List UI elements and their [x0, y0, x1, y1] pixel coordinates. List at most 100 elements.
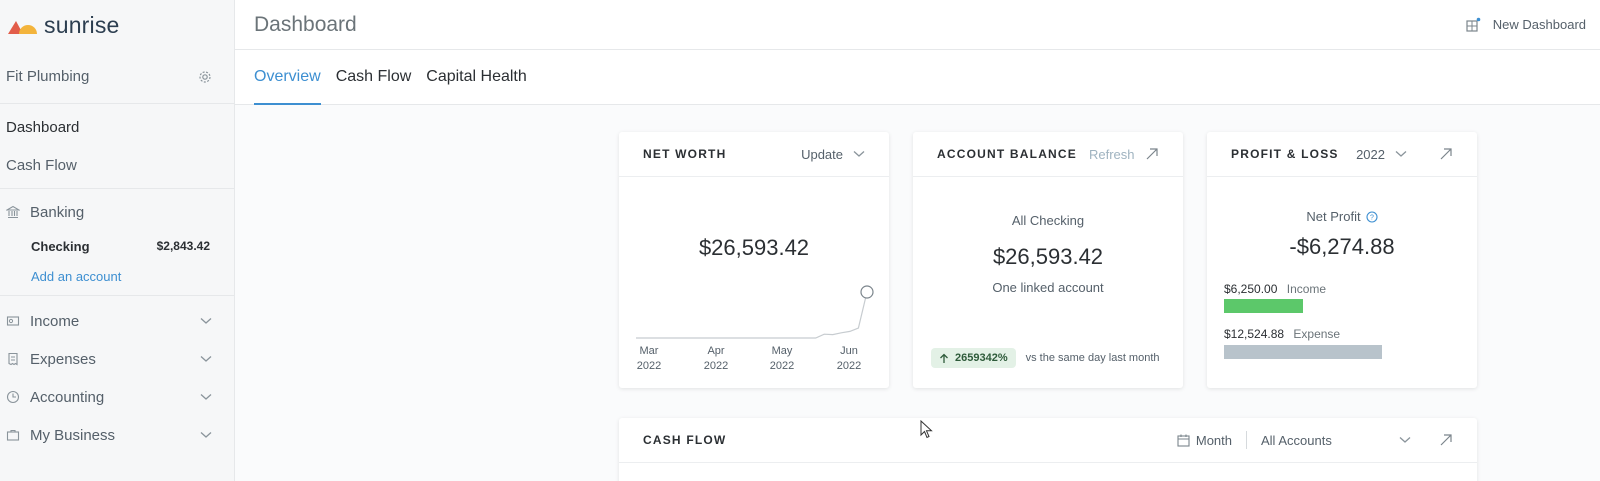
sidebar-item-accounting[interactable]: Accounting [0, 378, 234, 416]
income-icon [6, 316, 20, 326]
page-title: Dashboard [254, 12, 357, 36]
gear-icon[interactable] [198, 70, 212, 84]
sidebar-item-label: My Business [30, 426, 116, 444]
tab-cash-flow[interactable]: Cash Flow [335, 67, 412, 85]
help-icon[interactable]: ? [1366, 210, 1378, 223]
add-account-link[interactable]: Add an account [0, 261, 234, 291]
sidebar-item-income[interactable]: Income [0, 302, 234, 340]
svg-text:?: ? [1370, 214, 1374, 221]
x-tick-year: 2022 [837, 360, 861, 372]
sidebar-item-label: Cash Flow [6, 156, 77, 174]
net-worth-title: NET WORTH [643, 147, 727, 161]
banking-section: Banking Checking $2,843.42 Add an accoun… [0, 189, 234, 296]
account-name: Checking [31, 238, 90, 254]
calendar-icon [1177, 434, 1190, 447]
profit-loss-header: PROFIT & LOSS 2022 [1207, 132, 1477, 177]
sunrise-logo-icon [8, 21, 37, 34]
sidebar-item-cash-flow[interactable]: Cash Flow [0, 146, 234, 184]
change-row: 2659342% vs the same day last month [931, 348, 1160, 368]
sidebar-item-label: Dashboard [6, 118, 80, 136]
linked-account-text: One linked account [992, 280, 1104, 295]
x-tick-month: Apr [707, 345, 724, 357]
x-tick-month: May [772, 345, 793, 357]
my-business-label-wrap: My Business [6, 427, 115, 444]
profit-loss-title: PROFIT & LOSS [1231, 147, 1339, 161]
chevron-down-icon[interactable] [200, 317, 212, 325]
group-nav: Income Expenses Accounting [0, 296, 234, 454]
cash-flow-controls: Month All Accounts [1177, 431, 1453, 449]
expand-arrow-icon[interactable] [1145, 147, 1159, 161]
expense-bar [1224, 345, 1382, 359]
briefcase-icon [6, 429, 20, 441]
net-profit-value: -$6,274.88 [1289, 234, 1395, 259]
logo-text: sunrise [44, 11, 120, 38]
income-label: Income [1286, 282, 1327, 296]
account-checking[interactable]: Checking $2,843.42 [0, 231, 234, 261]
change-percent: 2659342% [955, 352, 1008, 364]
company-selector[interactable]: Fit Plumbing [0, 50, 234, 104]
account-balance-value: $26,593.42 [992, 244, 1104, 269]
change-text: vs the same day last month [1025, 352, 1160, 364]
net-worth-last-point[interactable] [860, 285, 874, 299]
sidebar-item-label: Income [30, 312, 80, 330]
tab-overview[interactable]: Overview [254, 50, 321, 105]
income-amount: $6,250.00 [1224, 282, 1278, 296]
update-label: Update [801, 146, 843, 162]
income-bar [1224, 299, 1303, 313]
chevron-down-icon[interactable] [200, 431, 212, 439]
income-label-wrap: Income [6, 313, 79, 330]
expand-arrow-icon[interactable] [1439, 433, 1453, 447]
chevron-down-icon[interactable] [200, 355, 212, 363]
refresh-link[interactable]: Refresh [1089, 146, 1135, 162]
account-balance-card: ACCOUNT BALANCE Refresh All Checking $26… [913, 132, 1183, 388]
accounts-label: All Accounts [1261, 432, 1332, 448]
period-selector[interactable]: Month [1177, 433, 1232, 448]
account-balance-header: ACCOUNT BALANCE Refresh [913, 132, 1183, 177]
chevron-down-icon [853, 151, 865, 157]
chevron-down-icon[interactable] [200, 393, 212, 401]
bank-icon [6, 205, 20, 219]
receipt-icon [8, 352, 18, 366]
net-profit-label: Net Profit [1306, 209, 1361, 224]
sidebar-item-my-business[interactable]: My Business [0, 416, 234, 454]
cash-flow-header: CASH FLOW Month All Accounts [619, 418, 1477, 463]
top-header: Dashboard New Dashboard [235, 0, 1600, 50]
expand-arrow-icon[interactable] [1439, 147, 1453, 161]
clock-icon [6, 390, 20, 404]
income-row: $6,250.00 Income [1224, 282, 1326, 296]
cash-flow-card: CASH FLOW Month All Accounts [619, 418, 1477, 481]
accounts-dropdown[interactable]: All Accounts [1261, 433, 1411, 448]
expenses-label-wrap: Expenses [6, 351, 96, 368]
tab-capital-health[interactable]: Capital Health [426, 67, 527, 85]
profit-loss-card: PROFIT & LOSS 2022 Net Profit ? -$6,274.… [1207, 132, 1477, 388]
sidebar-item-expenses[interactable]: Expenses [0, 340, 234, 378]
tab-bar: Overview Cash Flow Capital Health [235, 50, 1600, 105]
add-dashboard-icon [1466, 17, 1481, 32]
update-dropdown[interactable]: Update [801, 147, 865, 162]
net-worth-card: NET WORTH Update $26,593.42 Mar 2022 Apr 20… [619, 132, 889, 388]
x-tick-month: Jun [840, 345, 858, 357]
profit-loss-controls: 2022 [1356, 147, 1453, 162]
net-profit-label-row: Net Profit ? [1207, 209, 1477, 224]
expense-row: $12,524.88 Expense [1224, 327, 1340, 341]
sidebar-item-dashboard[interactable]: Dashboard [0, 108, 234, 146]
account-balance-title-wrap: ACCOUNT BALANCE Refresh [937, 147, 1135, 162]
net-worth-series-line [636, 291, 868, 339]
net-worth-header: NET WORTH Update [619, 132, 889, 177]
cash-flow-title: CASH FLOW [643, 433, 727, 447]
net-worth-value: $26,593.42 [698, 235, 810, 260]
x-tick-year: 2022 [637, 360, 661, 372]
new-dashboard-label: New Dashboard [1492, 17, 1586, 32]
change-badge: 2659342% [931, 348, 1016, 368]
sidebar-item-banking[interactable]: Banking [0, 193, 234, 231]
chevron-down-icon [1399, 437, 1411, 443]
year-dropdown[interactable]: 2022 [1356, 147, 1407, 162]
new-dashboard-button[interactable]: New Dashboard [1465, 17, 1586, 33]
sidebar: sunrise Fit Plumbing Dashboard Cash Flow… [0, 0, 235, 481]
account-amount: $2,843.42 [156, 239, 210, 253]
logo[interactable]: sunrise [0, 0, 234, 50]
primary-nav: Dashboard Cash Flow [0, 104, 234, 189]
period-label: Month [1195, 432, 1232, 448]
sidebar-item-label: Expenses [30, 350, 96, 368]
x-tick-year: 2022 [704, 360, 728, 372]
